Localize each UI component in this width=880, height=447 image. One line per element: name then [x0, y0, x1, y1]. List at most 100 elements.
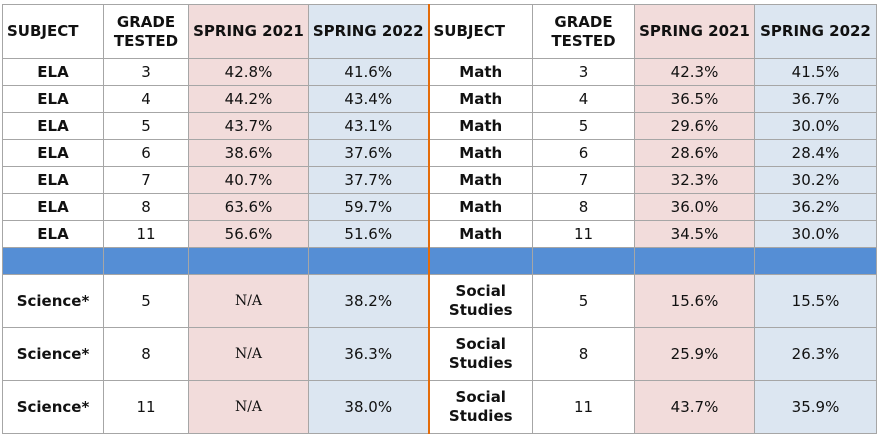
data-row: ELA 4 44.2% 43.4% Math 4 36.5% 36.7%	[2, 85, 877, 113]
separator-cell	[754, 247, 877, 275]
table-cell: 43.1%	[308, 112, 429, 140]
header-row: SUBJECT GRADE TESTED SPRING 2021 SPRING 202…	[2, 4, 877, 59]
table-cell: 29.6%	[634, 112, 755, 140]
table-cell: 37.7%	[308, 166, 429, 194]
table-cell: 44.2%	[188, 85, 309, 113]
table-cell: Math	[427, 112, 533, 140]
column-header: SPRING 2021	[188, 4, 309, 59]
data-row: ELA 7 40.7% 37.7% Math 7 32.3% 30.2%	[2, 166, 877, 194]
table-cell: N/A	[188, 327, 309, 381]
table-cell: Science*	[2, 380, 104, 434]
table-cell: ELA	[2, 85, 104, 113]
table-cell: Social Studies	[427, 274, 533, 328]
data-row: Science* 8 N/A 36.3% Social Studies 8 25.9% 26.…	[2, 327, 877, 381]
table-cell: ELA	[2, 220, 104, 248]
table-cell: 43.4%	[308, 85, 429, 113]
data-row: ELA 3 42.8% 41.6% Math 3 42.3% 41.5%	[2, 58, 877, 86]
table-cell: 15.6%	[634, 274, 755, 328]
table-cell: Social Studies	[427, 380, 533, 434]
column-header: SUBJECT	[427, 4, 533, 59]
table-cell: 42.8%	[188, 58, 309, 86]
table-cell: 6	[532, 139, 635, 167]
column-header: GRADE TESTED	[103, 4, 189, 59]
table-cell: 36.0%	[634, 193, 755, 221]
table-cell: 15.5%	[754, 274, 877, 328]
table-cell: 34.5%	[634, 220, 755, 248]
separator-cell	[103, 247, 189, 275]
table-cell: 25.9%	[634, 327, 755, 381]
table-body: ELA 3 42.8% 41.6% Math 3 42.3% 41.5% ELA 4 44.2% 43…	[2, 58, 877, 434]
table-cell: 11	[103, 220, 189, 248]
separator-cell	[2, 247, 104, 275]
table-cell: 36.7%	[754, 85, 877, 113]
separator-cell	[427, 247, 533, 275]
table-cell: 28.6%	[634, 139, 755, 167]
table-cell: 43.7%	[188, 112, 309, 140]
table-cell: Math	[427, 193, 533, 221]
table-cell: 56.6%	[188, 220, 309, 248]
table-cell: ELA	[2, 58, 104, 86]
column-header: SUBJECT	[2, 4, 104, 59]
table-cell: 36.5%	[634, 85, 755, 113]
separator-cell	[308, 247, 429, 275]
table-cell: 8	[103, 193, 189, 221]
table-cell: 11	[532, 220, 635, 248]
table-cell: ELA	[2, 139, 104, 167]
table-cell: 43.7%	[634, 380, 755, 434]
table-cell: 30.0%	[754, 220, 877, 248]
table-cell: ELA	[2, 193, 104, 221]
separator-cell	[188, 247, 309, 275]
table-cell: ELA	[2, 112, 104, 140]
table-cell: 51.6%	[308, 220, 429, 248]
table-cell: 8	[103, 327, 189, 381]
table-cell: 35.9%	[754, 380, 877, 434]
table-cell: 7	[532, 166, 635, 194]
table-cell: 5	[103, 112, 189, 140]
table-cell: 38.2%	[308, 274, 429, 328]
table-cell: 6	[103, 139, 189, 167]
table-cell: Math	[427, 220, 533, 248]
table-cell: 41.6%	[308, 58, 429, 86]
data-row: ELA 6 38.6% 37.6% Math 6 28.6% 28.4%	[2, 139, 877, 167]
table-cell: 3	[103, 58, 189, 86]
table-cell: 37.6%	[308, 139, 429, 167]
table-cell: ELA	[2, 166, 104, 194]
data-row: ELA 8 63.6% 59.7% Math 8 36.0% 36.2%	[2, 193, 877, 221]
table-cell: 41.5%	[754, 58, 877, 86]
data-row: ELA 5 43.7% 43.1% Math 5 29.6% 30.0%	[2, 112, 877, 140]
table-cell: 28.4%	[754, 139, 877, 167]
column-header: GRADE TESTED	[532, 4, 635, 59]
separator-cell	[532, 247, 635, 275]
table-cell: 30.2%	[754, 166, 877, 194]
separator-row	[2, 247, 877, 275]
table-cell: 3	[532, 58, 635, 86]
table-cell: 38.6%	[188, 139, 309, 167]
table-cell: 4	[532, 85, 635, 113]
column-header: SPRING 2022	[754, 4, 877, 59]
table-cell: 5	[532, 274, 635, 328]
column-header: SPRING 2022	[308, 4, 429, 59]
table-cell: Math	[427, 139, 533, 167]
table-cell: Science*	[2, 327, 104, 381]
table-cell: 36.2%	[754, 193, 877, 221]
table-cell: 59.7%	[308, 193, 429, 221]
table-cell: Science*	[2, 274, 104, 328]
table-cell: 38.0%	[308, 380, 429, 434]
table-cell: 63.6%	[188, 193, 309, 221]
table-cell: 36.3%	[308, 327, 429, 381]
table-cell: Math	[427, 166, 533, 194]
table-cell: 30.0%	[754, 112, 877, 140]
table-cell: 32.3%	[634, 166, 755, 194]
data-row: Science* 11 N/A 38.0% Social Studies 11 43.7% 3…	[2, 380, 877, 434]
table-cell: 11	[103, 380, 189, 434]
table-cell: Math	[427, 85, 533, 113]
table-cell: 5	[532, 112, 635, 140]
table-cell: N/A	[188, 274, 309, 328]
results-table: SUBJECT GRADE TESTED SPRING 2021 SPRING 202…	[2, 4, 877, 434]
table-cell: N/A	[188, 380, 309, 434]
table-cell: 26.3%	[754, 327, 877, 381]
table-cell: 8	[532, 193, 635, 221]
separator-cell	[634, 247, 755, 275]
column-header: SPRING 2021	[634, 4, 755, 59]
